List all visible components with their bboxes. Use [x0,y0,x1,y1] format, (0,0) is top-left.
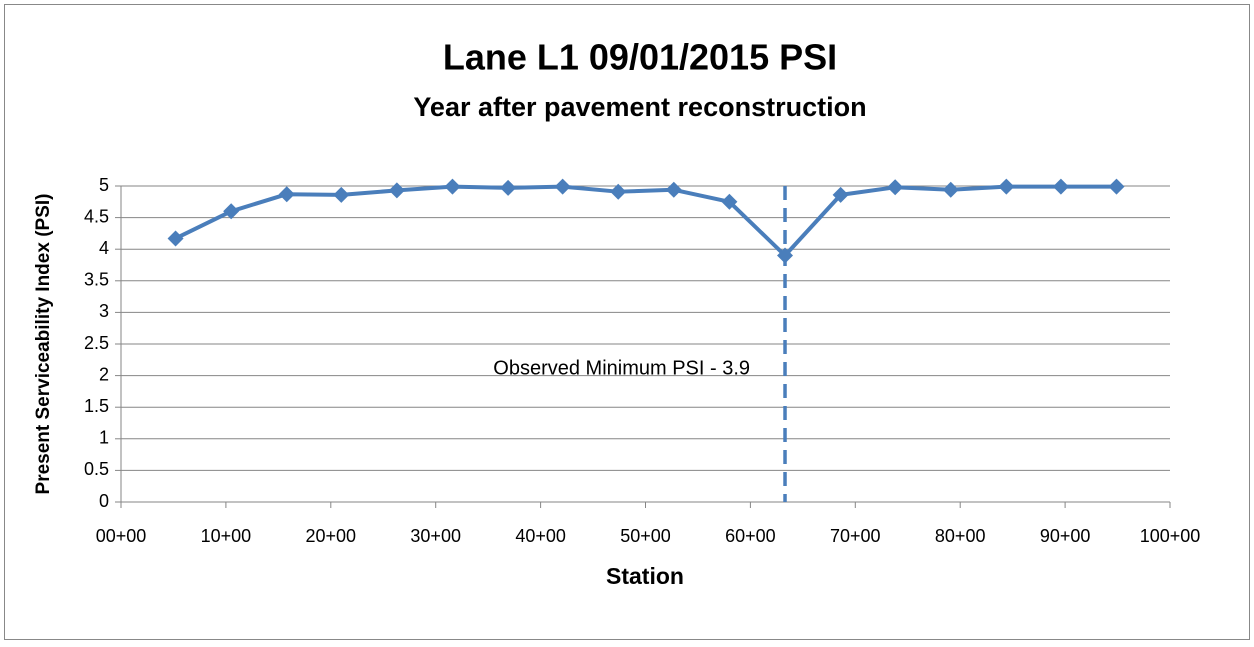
marker [500,179,517,196]
marker [777,247,794,264]
x-tick-label: 100+00 [1140,526,1201,546]
marker [278,186,295,203]
x-tick-label: 30+00 [410,526,461,546]
marker [1108,178,1125,195]
y-tick-label: 5 [99,175,109,195]
marker [554,178,571,195]
x-tick-label: 40+00 [515,526,566,546]
x-tick-label: 70+00 [830,526,881,546]
marker [333,186,350,203]
y-tick-label: 3.5 [84,270,109,290]
marker [887,179,904,196]
marker [942,181,959,198]
y-tick-label: 0 [99,491,109,511]
x-tick-label: 90+00 [1040,526,1091,546]
x-tick-label: 50+00 [620,526,671,546]
series-line [174,184,1117,258]
x-tick-label: 60+00 [725,526,776,546]
x-tick-label: 80+00 [935,526,986,546]
marker [665,181,682,198]
marker [721,193,738,210]
y-axis-label: Present Serviceability Index (PSI) [33,194,54,495]
marker [167,230,184,247]
marker [444,178,461,195]
x-tick-label: 00+00 [96,526,147,546]
y-tick-label: 4.5 [84,206,109,226]
x-tick-label: 10+00 [201,526,252,546]
y-tick-label: 1.5 [84,396,109,416]
x-axis-label: Station [606,563,684,589]
y-tick-label: 2 [99,364,109,384]
y-tick-label: 1 [99,428,109,448]
marker [223,203,240,220]
marker [1052,178,1069,195]
y-tick-label: 3 [99,301,109,321]
y-tick-label: 4 [99,238,109,258]
marker [998,178,1015,195]
y-tick-label: 2.5 [84,333,109,353]
marker [388,182,405,199]
chart-border [4,4,1250,640]
x-tick-label: 20+00 [306,526,357,546]
chart-subtitle: Year after pavement reconstruction [413,92,866,122]
annotation-text: Observed Minimum PSI - 3.9 [493,357,750,379]
chart-title: Lane L1 09/01/2015 PSI [443,37,837,78]
marker [610,183,627,200]
y-tick-label: 0.5 [84,459,109,479]
marker [832,186,849,203]
